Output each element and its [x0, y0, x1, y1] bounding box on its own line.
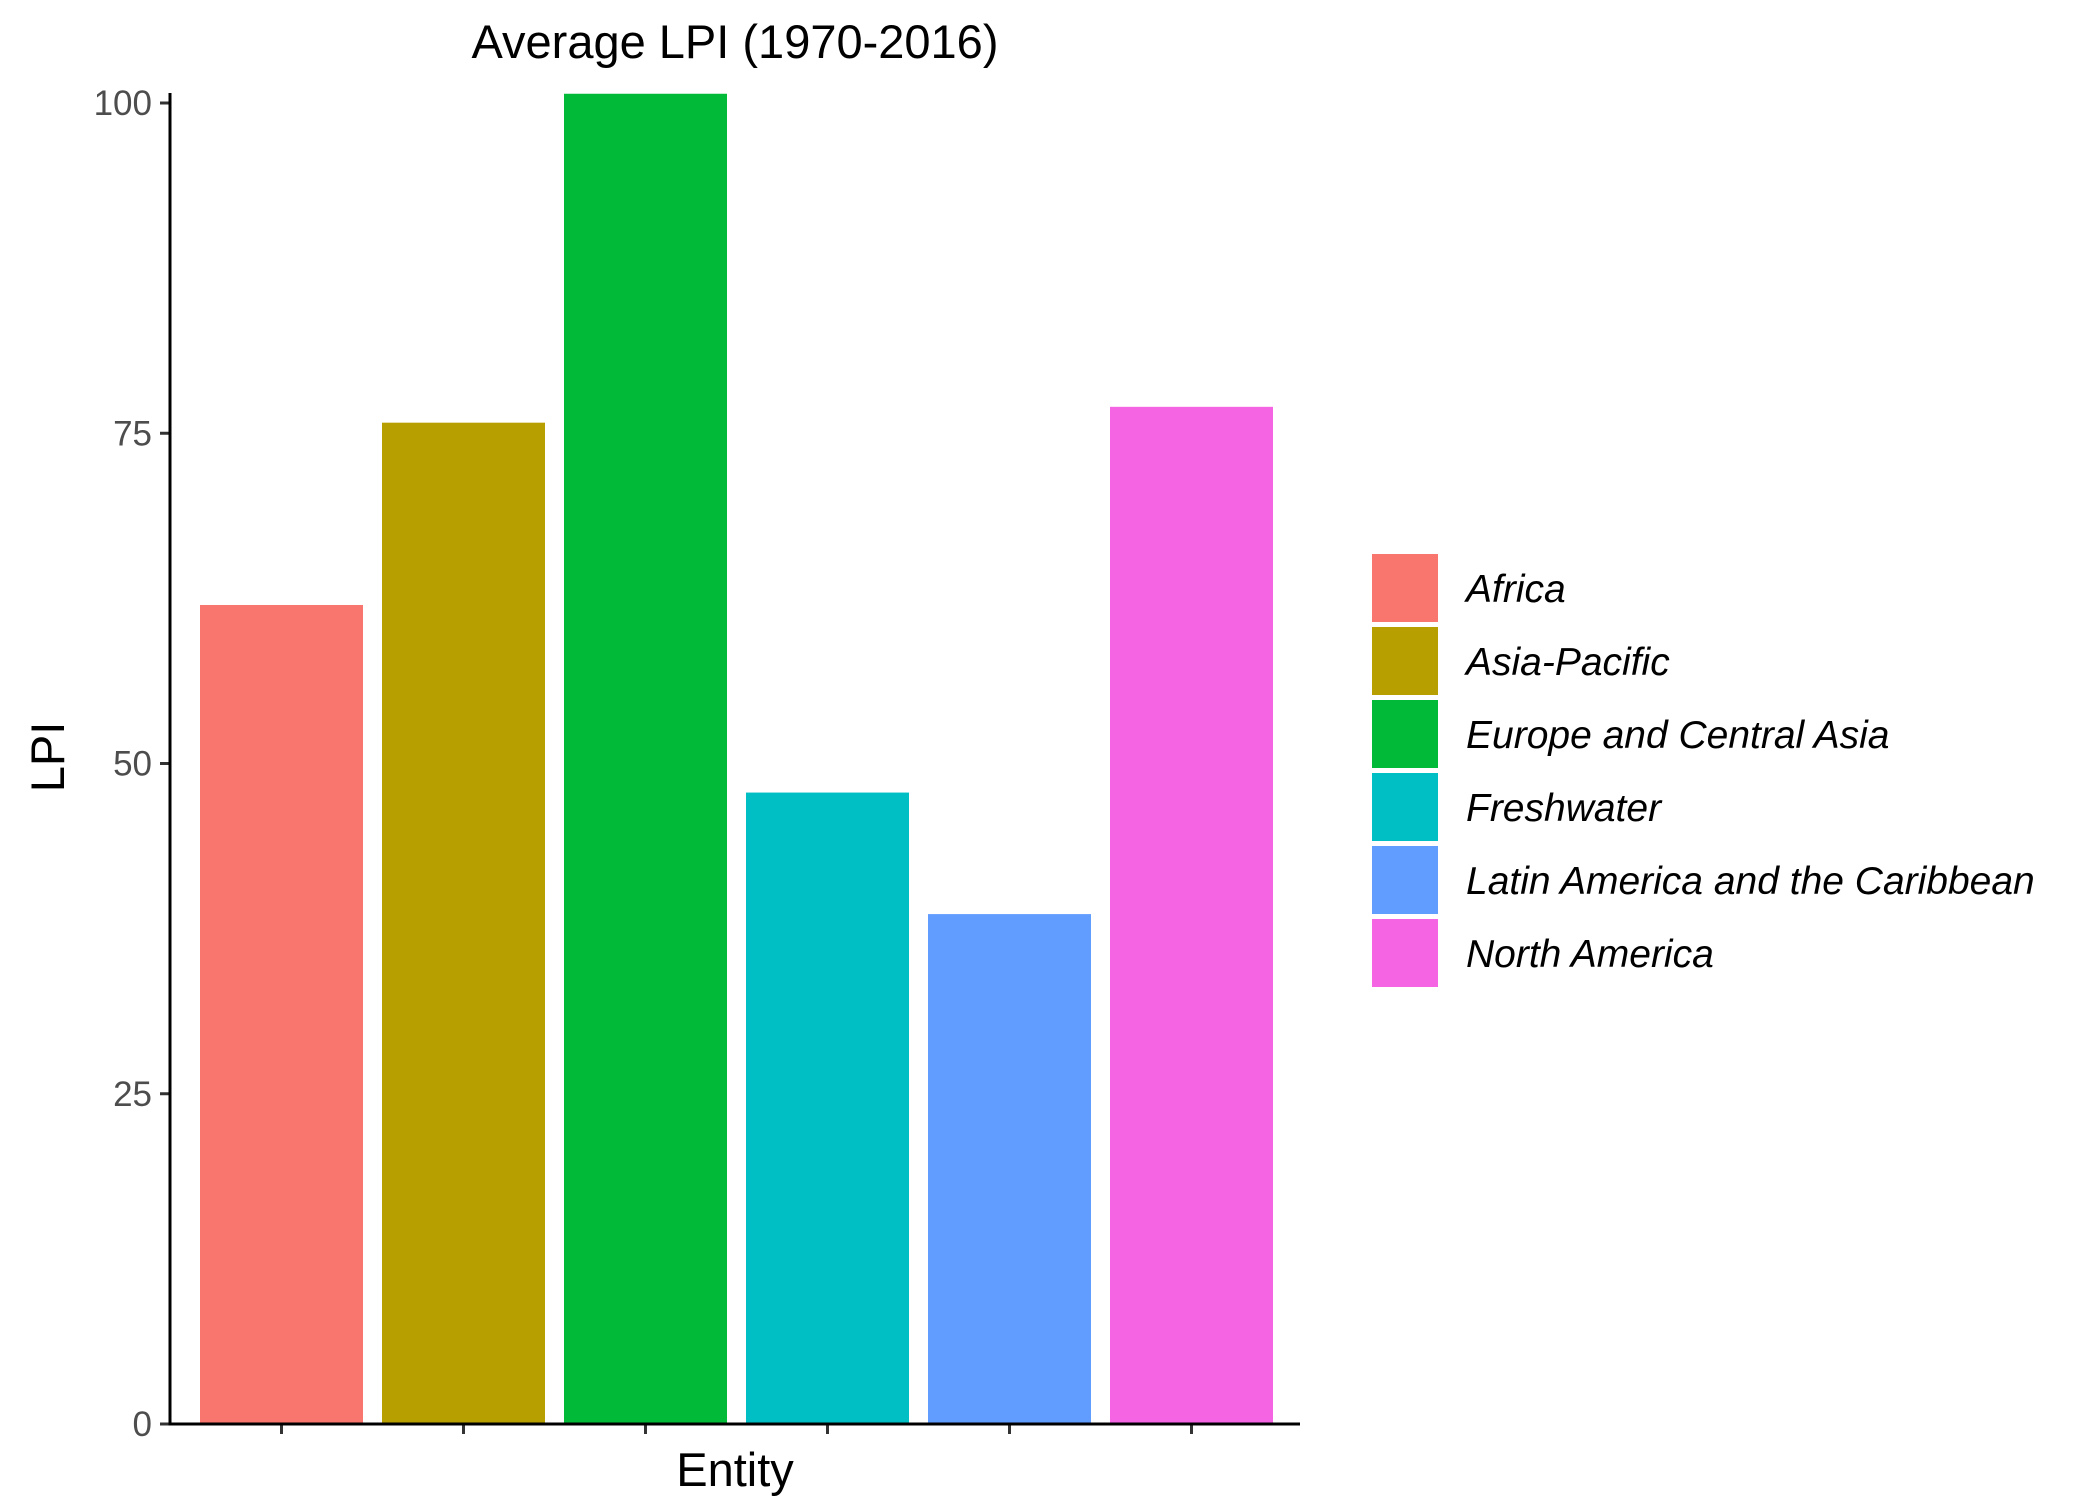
y-tick-label: 25	[113, 1075, 152, 1114]
legend-key-asia-pacific	[1372, 627, 1438, 695]
y-axis-ticks: 0 25 50 75 100	[94, 84, 170, 1444]
bar-freshwater	[746, 792, 909, 1424]
bar-europe-and-central-asia	[564, 93, 727, 1424]
legend: Africa Asia-Pacific Europe and Central Asi…	[1372, 554, 2035, 987]
chart-title: Average LPI (1970-2016)	[472, 15, 999, 68]
legend-label-latin-america-and-the-caribbean: Latin America and the Caribbean	[1466, 860, 2035, 903]
y-tick-label: 50	[113, 745, 152, 784]
bar-asia-pacific	[382, 422, 545, 1424]
y-tick-label: 100	[94, 84, 152, 123]
y-tick-label: 75	[113, 414, 152, 453]
legend-label-north-america: North America	[1466, 933, 1714, 976]
x-axis-ticks	[280, 1424, 1193, 1434]
x-axis-label: Entity	[676, 1443, 794, 1496]
y-tick-label: 0	[133, 1405, 152, 1444]
legend-label-africa: Africa	[1464, 568, 1566, 611]
legend-label-europe-and-central-asia: Europe and Central Asia	[1466, 714, 1889, 757]
legend-label-freshwater: Freshwater	[1466, 787, 1663, 830]
legend-label-asia-pacific: Asia-Pacific	[1464, 641, 1670, 684]
legend-key-freshwater	[1372, 773, 1438, 841]
bar-latin-america-and-the-caribbean	[928, 914, 1091, 1424]
bar-north-america	[1110, 406, 1273, 1425]
bar-africa	[200, 604, 363, 1424]
legend-key-europe-and-central-asia	[1372, 700, 1438, 768]
legend-key-latin-america-and-the-caribbean	[1372, 846, 1438, 914]
legend-key-africa	[1372, 554, 1438, 622]
bars-group	[200, 93, 1273, 1425]
y-axis-label: LPI	[21, 722, 74, 793]
legend-key-north-america	[1372, 919, 1438, 987]
